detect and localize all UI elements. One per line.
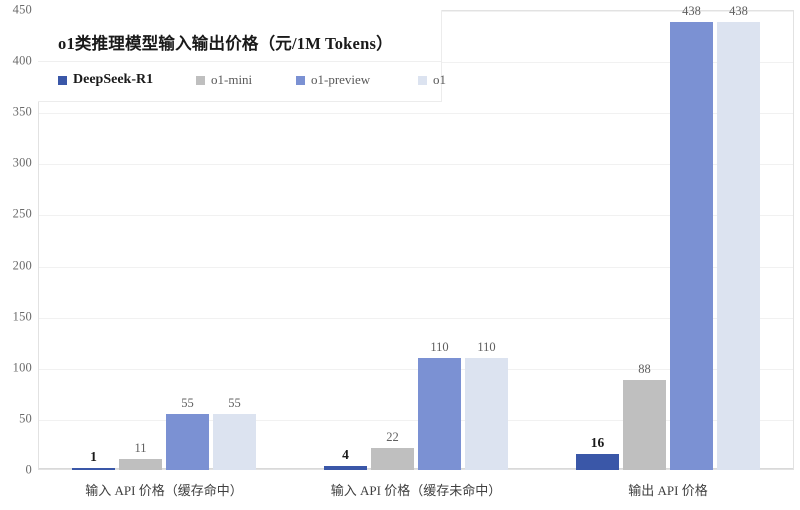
gridline (39, 368, 793, 370)
x-axis-baseline (39, 468, 793, 469)
gridline (39, 266, 793, 268)
y-axis-tick-label: 50 (19, 411, 32, 426)
y-axis-tick-label: 150 (12, 309, 32, 324)
x-axis-category-label: 输出 API 价格 (628, 483, 708, 498)
y-axis-tick-label: 300 (12, 155, 32, 170)
legend-item-deepseek-r1[interactable]: DeepSeek-R1 (58, 72, 153, 88)
legend-swatch-icon (418, 75, 427, 85)
legend-swatch-icon (58, 75, 67, 85)
x-axis-category-label: 输入 API 价格（缓存未命中） (330, 483, 502, 498)
y-axis-tick-label: 0 (25, 462, 32, 477)
chart-legend: DeepSeek-R1 o1-mini o1-preview o1 (58, 72, 446, 88)
y-axis-tick-label: 250 (12, 206, 32, 221)
gridline (39, 164, 793, 166)
y-axis-tick-label: 450 (12, 2, 32, 17)
y-axis-tick-label: 400 (12, 53, 32, 68)
gridline (39, 113, 793, 115)
y-axis: 0 50 100 150 200 250 300 350 400 450 (0, 0, 38, 477)
legend-label: o1-preview (311, 72, 371, 87)
legend-swatch-icon (296, 75, 305, 85)
title-divider (38, 61, 441, 62)
gridline (39, 317, 793, 319)
legend-label: o1-mini (211, 72, 253, 87)
y-axis-tick-label: 100 (12, 360, 32, 375)
legend-swatch-icon (196, 75, 205, 85)
legend-label: o1 (433, 72, 446, 87)
y-axis-tick-label: 350 (12, 104, 32, 119)
legend-item-o1-mini[interactable]: o1-mini (196, 72, 252, 88)
x-axis: 输入 API 价格（缓存命中） 输入 API 价格（缓存未命中） 输出 API 价格 (38, 472, 794, 510)
legend-label: DeepSeek-R1 (73, 72, 154, 87)
title-legend-box: o1类推理模型输入输出价格（元/1M Tokens） DeepSeek-R1 o1… (38, 10, 446, 102)
gridline (39, 419, 793, 421)
legend-item-o1[interactable]: o1 (418, 72, 446, 88)
chart-title: o1类推理模型输入输出价格（元/1M Tokens） (58, 34, 393, 53)
x-axis-category-label: 输入 API 价格（缓存命中） (85, 483, 243, 498)
legend-item-o1-preview[interactable]: o1-preview (296, 72, 370, 88)
gridline (39, 215, 793, 217)
y-axis-tick-label: 200 (12, 258, 32, 273)
